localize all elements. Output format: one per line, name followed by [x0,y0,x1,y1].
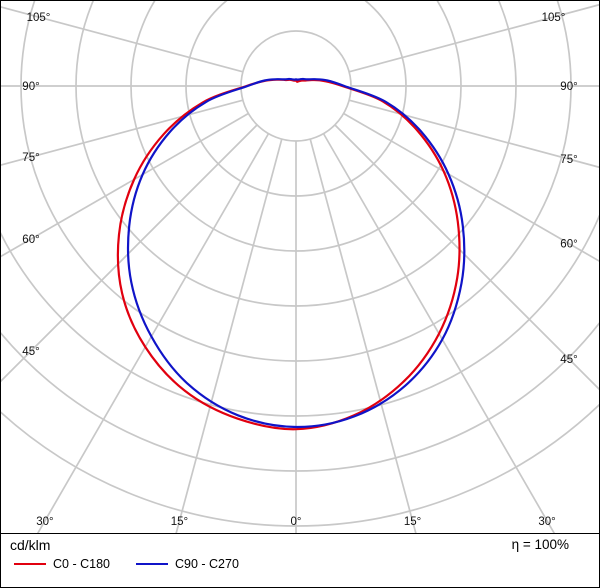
angle-label: 0° [291,516,302,528]
angle-label: 90° [560,81,577,93]
angle-label: 75° [560,154,577,166]
angle-label: 60° [560,239,577,251]
angle-label: 75° [22,152,39,164]
curve-c90-c270 [126,77,466,429]
grid-ring [1,322,599,472]
legend-label-c90-c270: C90 - C270 [174,557,239,571]
angle-label: 15° [404,516,421,528]
angle-label: 30° [36,516,53,528]
legend-line-red [14,563,46,565]
chart-footer: cd/klm η = 100% C0 - C180 C90 - C270 [1,533,599,587]
grid-radial-line [175,138,283,533]
angle-labels: 0° 15° 15° 30° 30° 45° 45° 60° 60° 75° 75° 90° 90° 10… [22,12,577,528]
grid-radial-line [343,112,599,262]
angle-label: 60° [22,234,39,246]
grid-ring [240,30,352,142]
grid-radial-line [36,133,270,533]
polar-chart: 0° 15° 15° 30° 30° 45° 45° 60° 60° 75° 75° 90° 90° 10… [1,1,599,533]
angle-label: 90° [22,81,39,93]
grid-radial-line [348,99,599,169]
grid-radial-line [334,124,599,391]
angle-label: 45° [560,354,577,366]
grid-radial-line [348,3,599,73]
angle-label: 105° [27,12,51,24]
grid-radial-line [322,133,556,533]
footer-row: cd/klm η = 100% [1,534,599,553]
legend-item-c90-c270: C90 - C270 [135,557,239,571]
legend-item-c0-c180: C0 - C180 [14,557,110,571]
polar-grid [1,1,599,533]
grid-radial-line [1,6,244,73]
angle-label: 45° [22,346,39,358]
angle-label: 15° [171,516,188,528]
angle-label: 30° [538,516,555,528]
grid-radial-line [1,124,258,383]
grid-radial-line [309,138,417,533]
efficiency-label: η = 100% [511,537,569,552]
legend: C0 - C180 C90 - C270 [1,553,599,571]
angle-label: 105° [542,12,566,24]
legend-label-c0-c180: C0 - C180 [53,557,110,571]
grid-radial-line [1,99,244,166]
unit-label: cd/klm [10,537,51,553]
legend-line-blue [135,563,168,565]
grid-radial-line [1,112,249,258]
